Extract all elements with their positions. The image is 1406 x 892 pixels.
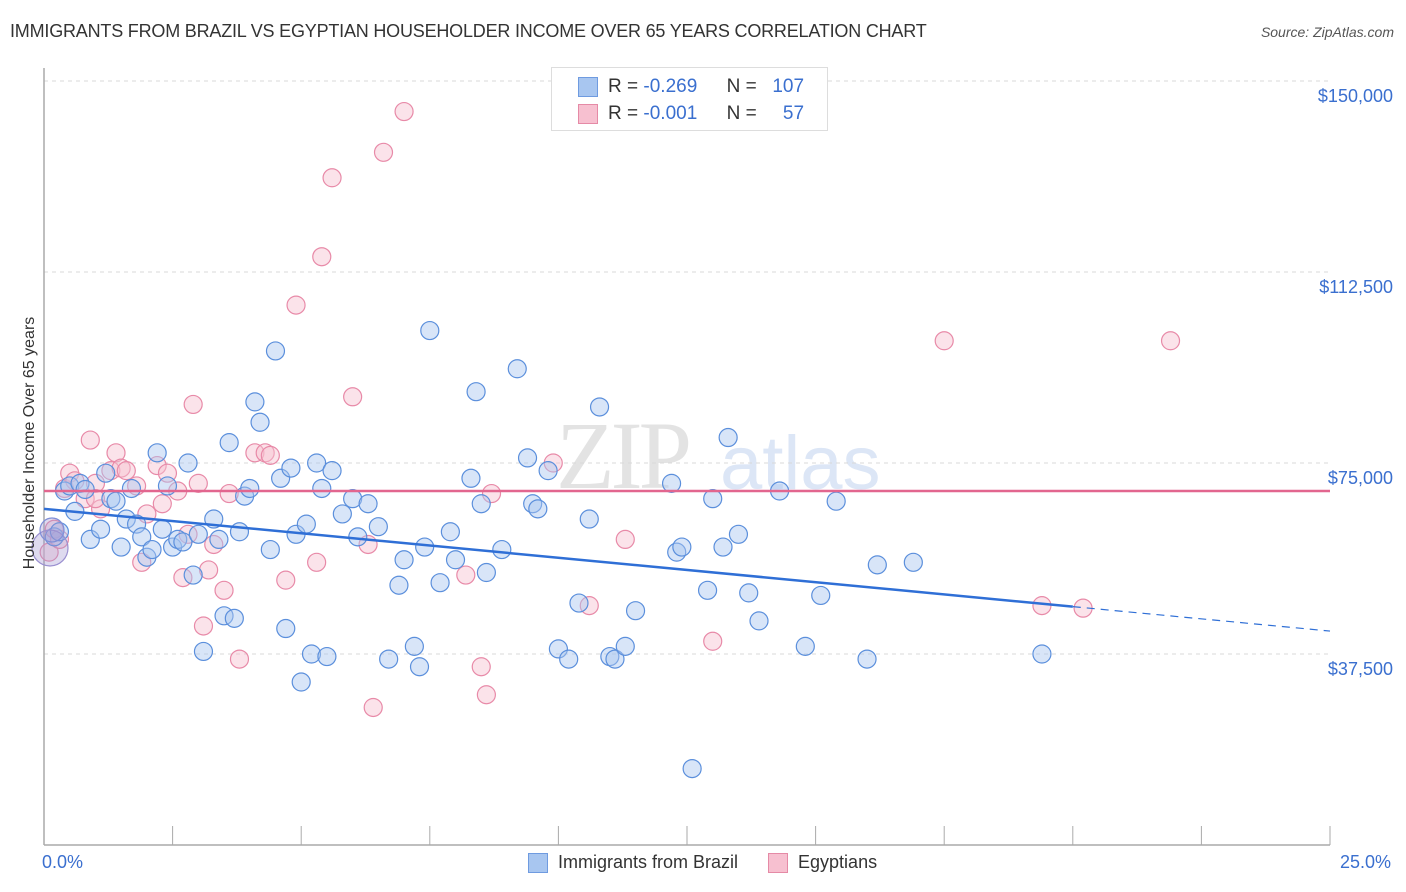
source-label: Source: ZipAtlas.com <box>1260 24 1394 40</box>
n-value: 57 <box>782 103 805 124</box>
x-tick-max: 25.0% <box>1340 852 1392 872</box>
r-value: -0.269 <box>643 76 698 97</box>
n-label: N = <box>726 103 757 124</box>
legend-item-egyptians[interactable]: Egyptians <box>768 852 877 873</box>
series-legend: Immigrants from Brazil Egyptians <box>528 852 907 873</box>
x-tick-min: 0.0% <box>42 852 84 872</box>
y-tick-75000: $75,000 <box>1327 468 1393 488</box>
y-tick-37500: $37,500 <box>1327 659 1393 679</box>
legend-label-egyptians: Egyptians <box>798 852 878 872</box>
egyptians-swatch-icon <box>578 104 598 124</box>
y-tick-112500: $112,500 <box>1319 277 1393 297</box>
y-tick-150000: $150,000 <box>1317 86 1393 106</box>
egyptians-legend-icon <box>768 852 789 873</box>
egyptians-points <box>39 101 1181 718</box>
y-axis-label: Householder Income Over 65 years <box>21 316 38 570</box>
correlation-legend: R = -0.269 N = 107 R = -0.001 N = 57 <box>551 67 828 131</box>
legend-item-brazil[interactable]: Immigrants from Brazil <box>528 852 738 873</box>
r-label: R = <box>608 103 639 124</box>
chart-title: IMMIGRANTS FROM BRAZIL VS EGYPTIAN HOUSE… <box>10 21 927 41</box>
n-value: 107 <box>772 76 805 97</box>
legend-label-brazil: Immigrants from Brazil <box>558 852 739 872</box>
brazil-legend-icon <box>528 852 548 873</box>
trend-lines <box>43 489 1331 632</box>
legend-row-brazil: R = -0.269 N = 107 <box>578 76 804 98</box>
axes <box>43 68 1331 846</box>
r-value: -0.001 <box>643 103 698 124</box>
brazil-points <box>31 320 1052 779</box>
legend-row-egyptians: R = -0.001 N = 57 <box>578 103 804 125</box>
r-label: R = <box>608 76 639 97</box>
gridlines <box>44 80 1330 655</box>
brazil-swatch-icon <box>578 77 598 97</box>
n-label: N = <box>726 76 757 97</box>
